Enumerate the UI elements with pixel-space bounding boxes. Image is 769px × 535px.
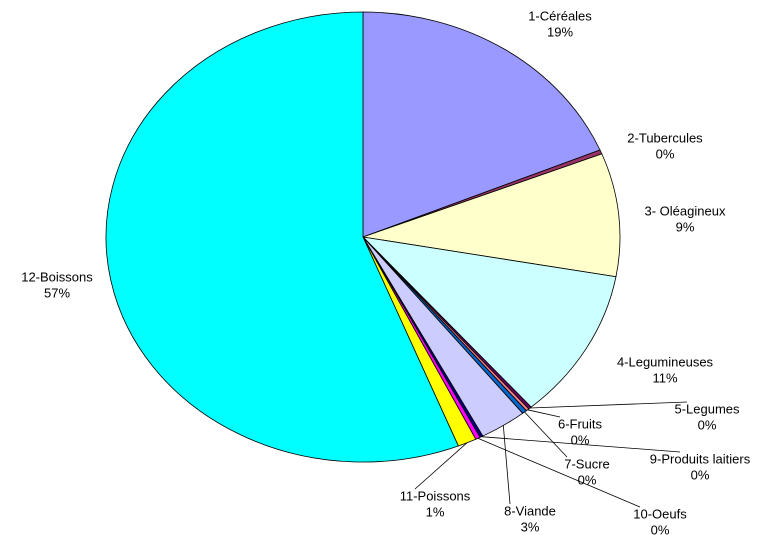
- slice-label: 11-Poissons: [400, 488, 471, 503]
- leader-line: [414, 442, 468, 490]
- pie-slice: [362, 11, 601, 238]
- leader-line: [524, 411, 568, 458]
- leader-line: [502, 425, 511, 505]
- slice-label: 3- Oléagineux: [645, 203, 726, 218]
- leader-line: [481, 436, 681, 453]
- slice-label: 12-Boissons: [21, 269, 93, 284]
- slice-value: 0%: [578, 472, 597, 487]
- slice-value: 0%: [698, 417, 717, 432]
- slice-label: 9-Produits laitiers: [650, 451, 751, 466]
- slice-label: 6-Fruits: [558, 416, 603, 431]
- leader-line: [527, 409, 561, 418]
- slice-label: 8-Viande: [504, 503, 556, 518]
- pie-slice: [105, 11, 459, 463]
- slice-value: 19%: [547, 24, 573, 39]
- slice-value: 1%: [426, 504, 445, 519]
- leader-line: [477, 437, 641, 508]
- pie-slice: [361, 236, 617, 408]
- slice-value: 0%: [651, 522, 670, 535]
- slice-value: 9%: [676, 219, 695, 234]
- slice-value: 57%: [44, 285, 70, 300]
- slice-label: 4-Legumineuses: [617, 354, 714, 369]
- slice-label: 2-Tubercules: [627, 130, 703, 145]
- pie-slice: [362, 153, 621, 278]
- leader-line: [529, 401, 688, 409]
- slice-label: 5-Legumes: [674, 401, 740, 416]
- slice-label: 1-Céréales: [528, 8, 592, 23]
- slice-value: 3%: [521, 519, 540, 534]
- slice-label: 7-Sucre: [564, 456, 610, 471]
- slice-label: 10-Oeufs: [633, 506, 687, 521]
- slice-value: 0%: [691, 467, 710, 482]
- slice-value: 11%: [652, 370, 677, 385]
- slice-value: 0%: [656, 146, 675, 161]
